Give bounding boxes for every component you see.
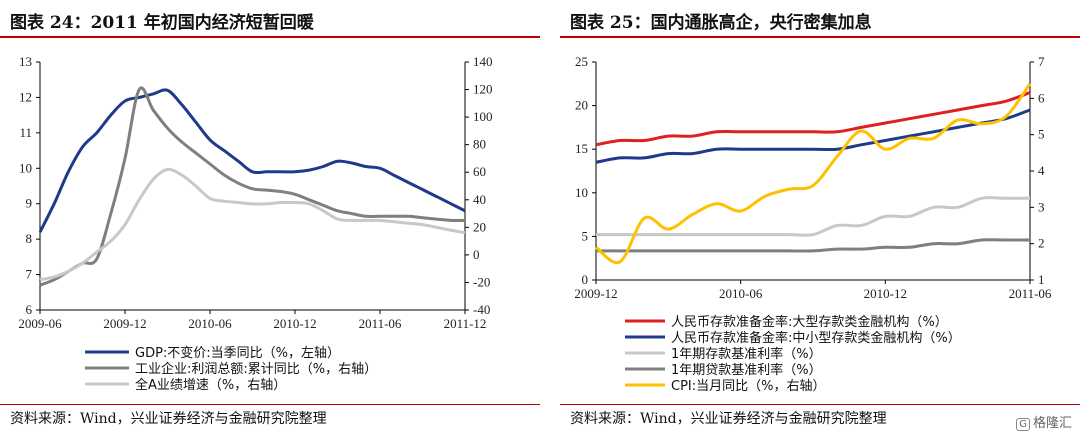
right-series-2-line xyxy=(596,196,1031,237)
right-series-3-line xyxy=(595,238,1030,253)
right-ytick-right-label: 1 xyxy=(1038,272,1045,287)
right-ytick-right-label: 6 xyxy=(1038,90,1045,105)
left-ytick-left-label: 12 xyxy=(19,89,32,104)
left-series-0-line xyxy=(38,88,466,233)
chart-left: 6 7 8 9 10 11 12 13 -40 -20 0 20 40 60 80 100 120 140 2009… xyxy=(18,54,493,393)
right-legend-label-3: 1年期贷款基准利率（%） xyxy=(671,362,822,378)
left-ytick-right-label: 140 xyxy=(473,54,493,69)
right-ytick-right-label: 2 xyxy=(1038,236,1045,251)
left-ytick-right-label: 40 xyxy=(473,192,486,207)
left-ytick-right-label: -20 xyxy=(473,274,490,289)
right-legend-label-1: 人民币存款准备金率:中小型存款类金融机构（%） xyxy=(671,330,961,346)
left-ytick-right-label: -40 xyxy=(473,302,490,317)
left-ytick-left-label: 13 xyxy=(19,54,32,69)
title-rule-right xyxy=(560,36,1080,38)
right-ytick-left-label: 20 xyxy=(575,98,588,113)
left-series-2-line xyxy=(39,167,466,282)
left-xtick-label: 2009-12 xyxy=(103,316,146,331)
chart-right: 0 5 10 15 20 25 1 2 3 4 5 6 7 2009-12 2010-06 2010-12 20… xyxy=(574,54,1052,394)
right-ytick-right-label: 3 xyxy=(1038,199,1045,214)
source-right: 资料来源：Wind，兴业证券经济与金融研究院整理 xyxy=(570,411,887,427)
right-xtick-label: 2010-12 xyxy=(864,286,907,301)
left-ytick-left-label: 8 xyxy=(26,231,33,246)
left-xtick-label: 2010-06 xyxy=(188,316,232,331)
right-ytick-right-label: 4 xyxy=(1038,163,1045,178)
right-series-0-line xyxy=(595,91,1031,147)
watermark: G 格隆汇 xyxy=(1016,412,1072,431)
left-ytick-left-label: 10 xyxy=(19,160,32,175)
left-legend-label-0: GDP:不变价:当季同比（%，左轴） xyxy=(135,345,340,361)
left-legend-label-2: 全A业绩增速（%，右轴） xyxy=(135,377,286,393)
right-ytick-left-label: 25 xyxy=(575,54,588,69)
left-ytick-right-label: 60 xyxy=(473,164,486,179)
left-ytick-left-label: 6 xyxy=(26,302,33,317)
left-xtick-label: 2011-12 xyxy=(444,316,487,331)
watermark-text: 格隆汇 xyxy=(1032,416,1072,431)
right-series-1-line xyxy=(595,108,1031,164)
right-legend-label-2: 1年期存款基准利率（%） xyxy=(671,346,822,362)
left-ytick-right-label: 20 xyxy=(473,219,486,234)
panel-left: 图表 24：2011 年初国内经济短暂回暖 6 7 8 9 10 11 12 13 -40 -20… xyxy=(0,13,540,427)
left-ytick-right-label: 0 xyxy=(473,247,480,262)
left-ytick-right-label: 80 xyxy=(473,137,486,152)
left-ytick-left-label: 9 xyxy=(26,196,33,211)
source-rule-left xyxy=(0,404,540,405)
right-xtick-label: 2009-12 xyxy=(574,286,617,301)
right-ytick-left-label: 5 xyxy=(582,228,589,243)
chart-title-left: 图表 24：2011 年初国内经济短暂回暖 xyxy=(10,13,314,33)
source-rule-right xyxy=(560,404,1080,405)
right-ytick-left-label: 0 xyxy=(582,272,589,287)
right-series-4-line xyxy=(595,82,1032,265)
left-ytick-left-label: 7 xyxy=(26,267,33,282)
watermark-logo-icon: G xyxy=(1016,418,1030,431)
right-xtick-label: 2011-06 xyxy=(1009,286,1052,301)
right-ytick-left-label: 15 xyxy=(575,141,588,156)
left-ytick-left-label: 11 xyxy=(19,125,32,140)
panel-right: 图表 25：国内通胀高企，央行密集加息 0 5 10 15 20 25 1 2 3 4 5 6 7 200… xyxy=(560,0,1080,439)
right-ytick-left-label: 10 xyxy=(575,185,588,200)
source-left: 资料来源：Wind，兴业证券经济与金融研究院整理 xyxy=(10,411,327,427)
right-ytick-right-label: 7 xyxy=(1038,54,1045,69)
chart-title-right: 图表 25：国内通胀高企，央行密集加息 xyxy=(570,13,872,33)
left-ytick-right-label: 100 xyxy=(473,109,493,124)
left-xtick-label: 2011-06 xyxy=(359,316,402,331)
left-xtick-label: 2010-12 xyxy=(273,316,316,331)
right-xtick-label: 2010-06 xyxy=(719,286,763,301)
left-series-1-line xyxy=(39,86,466,287)
right-legend-label-4: CPI:当月同比（%，右轴） xyxy=(671,379,825,394)
title-rule-left xyxy=(0,36,540,38)
left-xtick-label: 2009-06 xyxy=(18,316,62,331)
left-legend-label-1: 工业企业:利润总额:累计同比（%，右轴） xyxy=(135,361,377,377)
right-legend-label-0: 人民币存款准备金率:大型存款类金融机构（%） xyxy=(671,314,948,330)
left-ytick-right-label: 120 xyxy=(473,82,493,97)
right-ytick-right-label: 5 xyxy=(1038,127,1045,142)
